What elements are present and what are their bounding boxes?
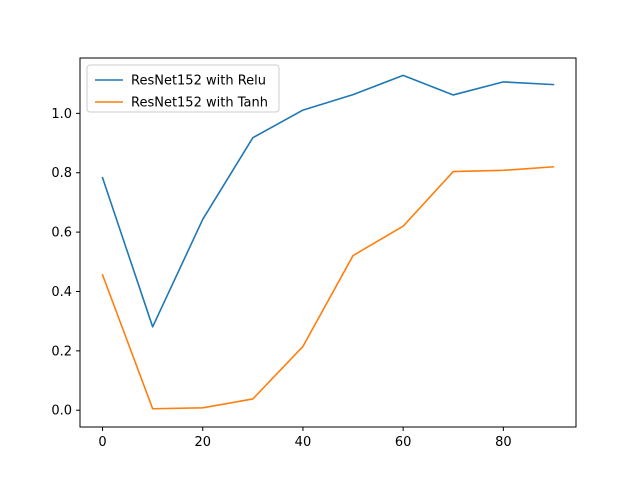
- series-line-0: [101, 74, 555, 328]
- x-tick-label: 40: [295, 435, 312, 450]
- legend-box: [86, 64, 280, 113]
- legend-label: ResNet152 with Tanh: [131, 96, 268, 111]
- plot-frame: [79, 57, 577, 428]
- y-tick-label: 0.2: [51, 344, 72, 359]
- x-tick-label: 20: [194, 435, 211, 450]
- y-tick-label: 0.0: [51, 404, 72, 419]
- legend: ResNet152 with Relu ResNet152 with Tanh: [86, 64, 280, 113]
- plot-lines: [101, 74, 555, 410]
- y-tick-label: 0.4: [51, 285, 72, 300]
- x-tick-label: 0: [98, 435, 106, 450]
- x-axis: 0 20 40 60 80: [98, 427, 512, 450]
- x-tick-label: 80: [495, 435, 512, 450]
- y-tick-label: 0.6: [51, 226, 72, 241]
- series-line-1: [101, 165, 555, 410]
- y-axis: 0.0 0.2 0.4 0.6 0.8 1.0: [51, 107, 80, 419]
- legend-label: ResNet152 with Relu: [131, 74, 266, 89]
- y-tick-label: 1.0: [51, 107, 72, 122]
- x-tick-label: 60: [395, 435, 412, 450]
- y-tick-label: 0.8: [51, 166, 72, 181]
